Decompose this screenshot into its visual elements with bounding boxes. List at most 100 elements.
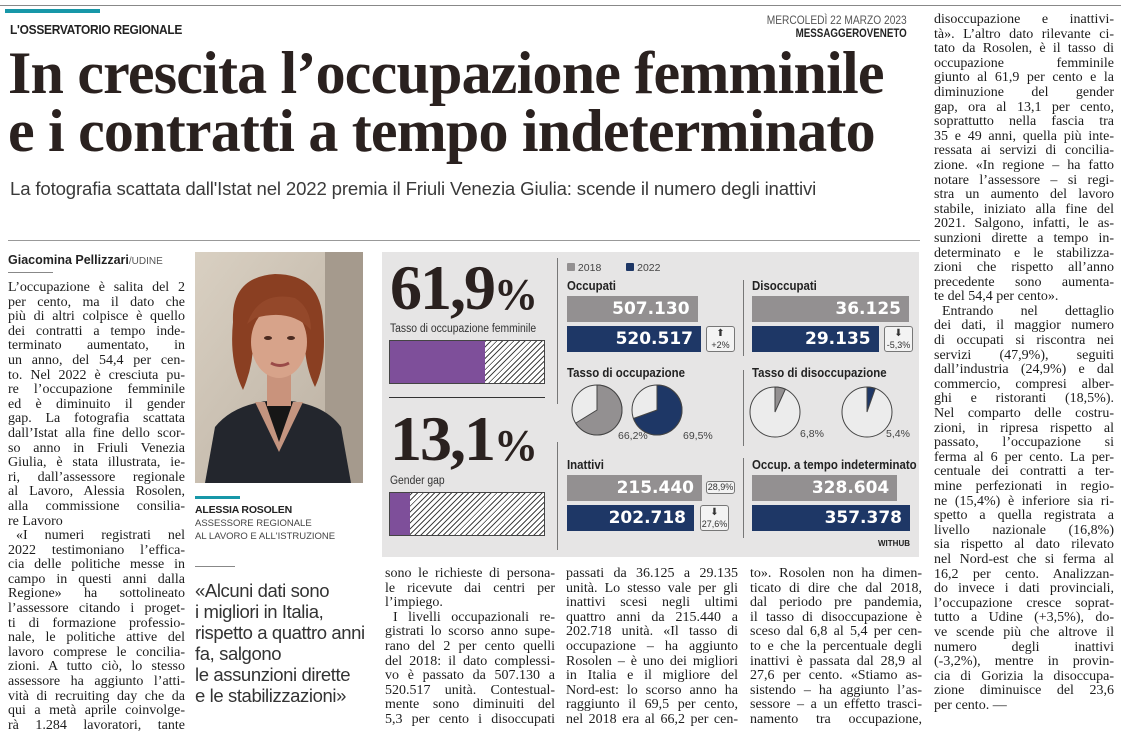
article-line: cia delle politiche messe in xyxy=(8,557,185,573)
caption-role-line-2: AL LAVORO E ALL'ISTRUZIONE xyxy=(195,531,336,542)
tasso-occupazione-pies xyxy=(571,384,683,436)
occupati-change-badge: ⬆ +2% xyxy=(706,326,735,352)
article-line: alla commissione consilia- xyxy=(8,498,185,514)
tasso-disoccupazione-pies xyxy=(749,386,893,438)
article-line: qui a metà aprile coinvolge- xyxy=(8,703,185,719)
article-line: L’occupazione è salita del 2 xyxy=(8,280,185,295)
article-line: del 2018: il dato complessi- xyxy=(385,653,555,669)
article-line: 202.718 unità. «Il tasso di xyxy=(566,624,738,640)
indeterminato-bar-2018: 328.604 xyxy=(752,475,898,501)
article-line: passato, l’occupazione si xyxy=(934,435,1114,451)
indeterminato-bar-2022: 357.378 xyxy=(752,505,910,531)
legend: 2018 2022 xyxy=(567,262,660,274)
article-line: stra un aumento del lavoro xyxy=(934,187,1114,203)
gender-gap-fill xyxy=(390,493,411,535)
pie-label-occupazione-2018: 66,2% xyxy=(618,430,648,442)
article-line: un anno, del 54,4 per cen- xyxy=(8,352,185,368)
inattivi-bar-2018: 215.440 xyxy=(567,475,702,501)
article-line: tutto a Udine (+3,5%), do- xyxy=(934,610,1114,626)
panel-divider xyxy=(557,442,558,550)
article-line: passati da 36.125 a 29.135 xyxy=(566,566,738,581)
percent-sign: % xyxy=(494,270,538,319)
article-line: 2022 testimoniano l’effica- xyxy=(8,542,185,558)
article-line: ferma al 6 per cento. La per- xyxy=(934,449,1114,465)
article-line: diminuzione del gender xyxy=(934,84,1114,100)
article-line: nel 2018 era al 66,2 per cen- xyxy=(566,711,738,727)
article-line: soprattutto nella fascia tra xyxy=(934,114,1114,130)
article-column-2: sono le richieste di persona-le ricevute… xyxy=(385,566,555,728)
arrow-up-icon: ⬆ xyxy=(716,328,725,339)
pie-label-disoccupazione-2022: 5,4% xyxy=(886,428,910,440)
byline-rule xyxy=(8,272,53,273)
article-line: occupazione – ha aggiunto xyxy=(566,638,738,654)
article-line: rano del 2 per cento quelli xyxy=(385,638,555,654)
article-line: nale, le politiche attive del xyxy=(8,630,185,646)
pie-label-occupazione-2022: 69,5% xyxy=(683,430,713,442)
panel-divider xyxy=(557,258,558,404)
quote-rule xyxy=(195,566,235,567)
pull-quote-line: rispetto a quattro anni xyxy=(195,622,365,643)
article-line: 5,3 per cento i disoccupati xyxy=(385,711,555,727)
female-rate-fill xyxy=(390,341,486,383)
inattivi-title: Inattivi xyxy=(567,457,604,472)
disoccupati-bar-2022: 29.135 xyxy=(752,326,879,352)
pull-quote-line: e le stabilizzazioni» xyxy=(195,685,346,706)
article-line: zione. «In regione – ha fatto xyxy=(934,157,1114,173)
author-name: Giacomina Pellizzari xyxy=(8,253,129,267)
panel-divider xyxy=(743,458,744,538)
article-line: terminato aumentato, in xyxy=(8,338,185,354)
panel-divider xyxy=(743,280,744,356)
gender-gap-label: Gender gap xyxy=(390,475,445,487)
article-line: sistendo – ha aggiunto l’as- xyxy=(750,682,922,698)
article-line: campo in questi anni dalla xyxy=(8,571,185,587)
article-line: re l’occupazione femminile xyxy=(8,382,185,398)
article-line: 27,6 per cento. «Stiamo as- xyxy=(750,668,922,684)
article-line: unità. Lo stesso vale per gli xyxy=(566,580,738,596)
article-line: mine perfezionati in regio- xyxy=(934,479,1114,494)
female-rate-label: Tasso di occupazione femminile xyxy=(390,323,537,335)
pie-slice xyxy=(866,386,876,413)
article-line: gap, ora al 13,1 per cento, xyxy=(934,99,1114,115)
section-accent-bar xyxy=(5,9,100,13)
pie-disoccupazione-2018 xyxy=(749,386,801,438)
article-line: per cento. — xyxy=(934,697,1007,713)
article-line: Nel comparto delle costru- xyxy=(934,406,1114,422)
article-line: (-3,2%), mentre in provin- xyxy=(934,654,1114,670)
article-line: l’occupazione cresce soprat- xyxy=(934,595,1114,611)
article-line: ressata ai servizi di concilia- xyxy=(934,143,1114,159)
pie-slice xyxy=(774,386,787,413)
article-line: Entrando nel dettaglio xyxy=(942,303,1114,319)
article-line: dei contratti a tempo inde- xyxy=(8,323,185,339)
section-kicker: L'OSSERVATORIO REGIONALE xyxy=(10,22,183,37)
pie-slice xyxy=(632,384,683,436)
article-line: raggiunto il 69,5 per cento, xyxy=(566,697,738,713)
article-line: sunzioni dirette a tempo in- xyxy=(934,230,1114,246)
pull-quote-line: le assunzioni dirette xyxy=(195,664,351,685)
article-line: commercio, compresi alber- xyxy=(934,376,1114,392)
disoccupati-bar-2018: 36.125 xyxy=(752,296,909,322)
article-column-4: to». Rosolen non ha dimen-ticato di dire… xyxy=(750,566,922,728)
article-line: di occupati si riscontra nei xyxy=(934,333,1114,349)
article-line: zioni, in ripresa rispetto al xyxy=(934,420,1114,436)
tasso-disoccupazione-title: Tasso di disoccupazione xyxy=(752,365,887,380)
gender-gap-bar xyxy=(389,492,545,536)
graphic-credit: WITHUB xyxy=(878,539,910,548)
article-line: notare l’assessore – si regi- xyxy=(934,172,1114,188)
article-line: gistrati lo scorso anno supe- xyxy=(385,624,555,640)
article-line: zioni. A tutto ciò, lo stesso xyxy=(8,659,185,675)
article-line: Giulia, è stata illustrata, ie- xyxy=(8,455,185,471)
article-column-1: L’occupazione è salita del 2 per cento, m… xyxy=(8,280,185,733)
article-line: zione diminuisce del 23,6 xyxy=(934,683,1114,699)
article-line: ed è diminuito il gender xyxy=(8,396,185,412)
caption-name: ALESSIA ROSOLEN xyxy=(195,504,292,516)
article-line: sessore – a un effetto trasci- xyxy=(750,697,922,713)
article-line: centuale dei contratti a ter- xyxy=(934,464,1114,480)
disoccupati-change-badge: ⬇ -5,3% xyxy=(884,326,913,352)
byline: Giacomina Pellizzari/UDINE xyxy=(8,253,163,267)
occupati-bar-2018: 507.130 xyxy=(567,296,698,322)
article-line: rà 1.284 lavoratori, tante xyxy=(8,717,185,733)
article-line: re Lavoro xyxy=(8,513,63,529)
pie-occupazione-2022 xyxy=(631,384,683,436)
pie-label-disoccupazione-2018: 6,8% xyxy=(800,428,824,440)
inattivi-rate-2022: 27,6% xyxy=(701,519,728,529)
